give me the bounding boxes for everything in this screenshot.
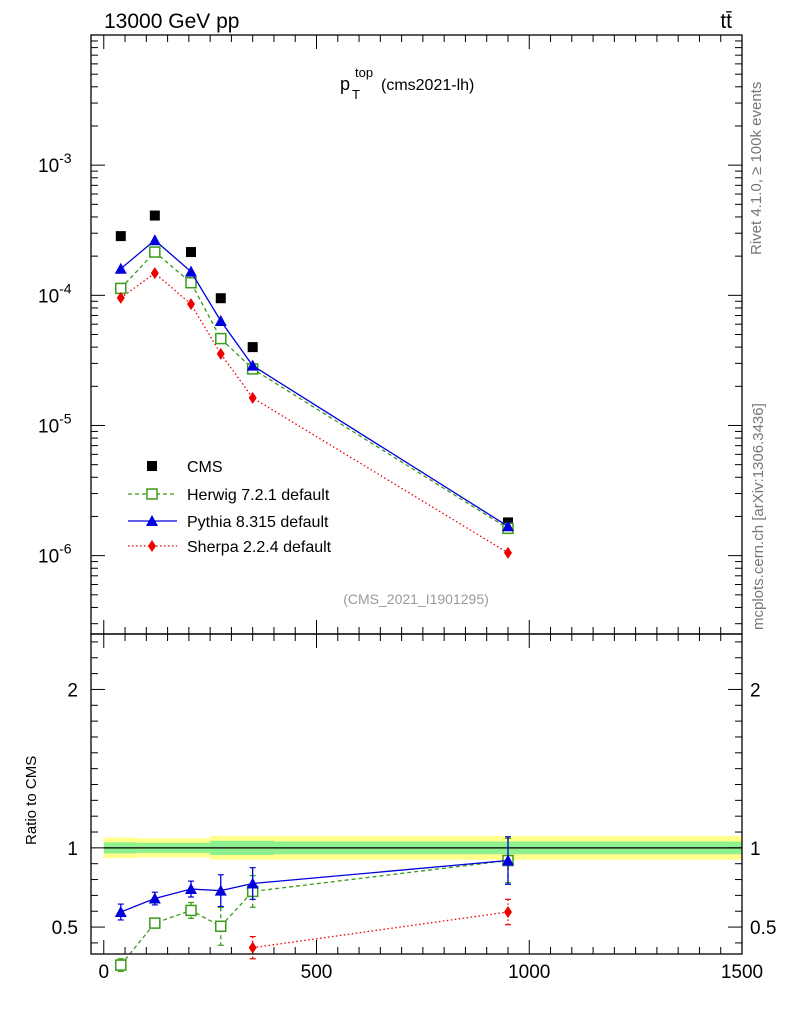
tick-exponent: -5 (59, 410, 72, 426)
main-series-layer (114, 210, 514, 559)
ratio-y-tick-label-left: 1 (67, 839, 78, 860)
ratio-x-tick-label: 0 (98, 962, 109, 983)
ratio-series-layer (114, 836, 514, 973)
main-y-tick-label: 10-4 (38, 280, 72, 307)
ratio-y-axis-label: Ratio to CMS (23, 756, 40, 845)
title-main: p (340, 74, 350, 94)
legend-marker-herwig (146, 488, 158, 500)
ratio-series-pythia (114, 836, 514, 921)
legend-entry-pythia: Pythia 8.315 default (128, 514, 329, 531)
main-y-tick-label: 10-6 (38, 541, 72, 568)
ratio-point-pythia (501, 854, 514, 866)
ratio-tick-labels: 0.5 0.5 1 1 2 2 0 500 1000 1500 (52, 680, 777, 983)
ratio-uncertainty-bands (103, 835, 742, 860)
ratio-point-sherpa (248, 941, 257, 954)
main-point-sherpa (186, 298, 195, 311)
main-point-cms (149, 210, 160, 221)
tick-exponent: -6 (59, 541, 72, 557)
main-y-tick-label: 10-5 (38, 410, 72, 437)
legend-label-herwig: Herwig 7.2.1 default (187, 487, 330, 504)
main-point-sherpa (216, 347, 225, 360)
ratio-y-tick-label-left: 2 (67, 680, 78, 701)
ratio-line-herwig (120, 859, 509, 966)
legend-label-cms: CMS (187, 459, 223, 476)
main-line-sherpa (120, 272, 509, 554)
ratio-y-tick-label-left: 0.5 (52, 918, 78, 939)
ratio-point-herwig (115, 959, 127, 971)
main-point-sherpa (503, 546, 512, 559)
collision-energy-label: 13000 GeV pp (104, 10, 239, 33)
main-plot-title: p top T (cms2021-lh) (340, 61, 474, 103)
main-point-pythia (214, 314, 227, 326)
ratio-point-herwig (149, 917, 161, 929)
main-point-herwig (215, 332, 227, 345)
legend: CMS Herwig 7.2.1 default Pythia 8.315 de… (128, 459, 332, 556)
main-series-pythia (114, 234, 514, 532)
main-point-sherpa (150, 267, 159, 280)
tick-exponent: -4 (59, 280, 72, 296)
tick-base: 10 (38, 416, 59, 437)
main-point-pythia (148, 234, 161, 246)
ratio-point-pythia (214, 884, 227, 896)
ratio-y-tick-label-right: 1 (750, 839, 761, 860)
ratio-point-pythia (114, 906, 127, 918)
ratio-x-tick-label: 1500 (721, 962, 763, 983)
main-point-sherpa (248, 391, 257, 404)
legend-label-sherpa: Sherpa 2.2.4 default (187, 539, 332, 556)
legend-marker-cms (147, 461, 157, 471)
ratio-point-herwig (215, 920, 227, 933)
main-point-cms (215, 293, 226, 304)
main-point-herwig (185, 276, 197, 289)
main-point-pythia (501, 520, 514, 532)
main-point-cms (247, 342, 258, 353)
legend-entry-sherpa: Sherpa 2.2.4 default (128, 539, 332, 556)
legend-entry-herwig: Herwig 7.2.1 default (128, 487, 330, 504)
title-rest: (cms2021-lh) (381, 77, 474, 94)
ratio-line-pythia (120, 859, 509, 913)
ratio-point-pythia (184, 883, 197, 895)
ratio-line-sherpa (252, 911, 509, 949)
main-point-herwig (149, 246, 161, 258)
main-line-pythia (120, 239, 509, 527)
process-label: tt̄ (720, 10, 732, 33)
main-panel: 10-310-410-510-6 p top T (cms2021-lh) (C… (38, 34, 743, 635)
ratio-x-tick-label: 500 (301, 962, 333, 983)
ratio-x-tick-label: 1000 (508, 962, 550, 983)
ratio-plot-frame (90, 633, 743, 955)
main-y-tick-label: 10-3 (38, 150, 72, 177)
main-point-pythia (246, 359, 259, 371)
main-point-cms (115, 231, 126, 242)
legend-marker-sherpa (148, 540, 156, 552)
tick-exponent: -3 (59, 150, 72, 166)
tick-base: 10 (38, 286, 59, 307)
title-subscript: T (352, 87, 360, 102)
ratio-point-pythia (148, 892, 161, 904)
ratio-y-tick-label-right: 2 (750, 680, 761, 701)
mcplots-reference-label: mcplots.cern.ch [arXiv:1306.3436] (750, 403, 767, 630)
title-superscript: top (355, 65, 373, 80)
main-point-cms (185, 247, 196, 258)
ratio-point-sherpa (503, 906, 512, 919)
main-point-sherpa (116, 291, 125, 304)
legend-marker-pythia (146, 515, 158, 526)
main-line-herwig (120, 251, 509, 529)
ratio-series-sherpa (248, 898, 512, 960)
ratio-point-herwig (185, 904, 197, 917)
main-series-sherpa (116, 267, 512, 559)
main-y-tick-labels: 10-310-410-510-6 (38, 150, 72, 567)
legend-label-pythia: Pythia 8.315 default (187, 514, 329, 531)
ratio-panel: 0.5 0.5 1 1 2 2 0 500 1000 1500 Ratio to CMS (23, 633, 777, 983)
tick-base: 10 (38, 156, 59, 177)
analysis-id-watermark: (CMS_2021_I1901295) (343, 591, 489, 607)
main-point-pythia (184, 265, 197, 277)
ratio-y-tick-label-right: 0.5 (750, 918, 776, 939)
main-point-herwig (115, 282, 127, 295)
tick-base: 10 (38, 547, 59, 568)
legend-entry-cms: CMS (147, 459, 223, 476)
main-point-pythia (114, 262, 127, 274)
ratio-point-pythia (246, 877, 259, 889)
rivet-version-label: Rivet 4.1.0, ≥ 100k events (748, 82, 765, 255)
